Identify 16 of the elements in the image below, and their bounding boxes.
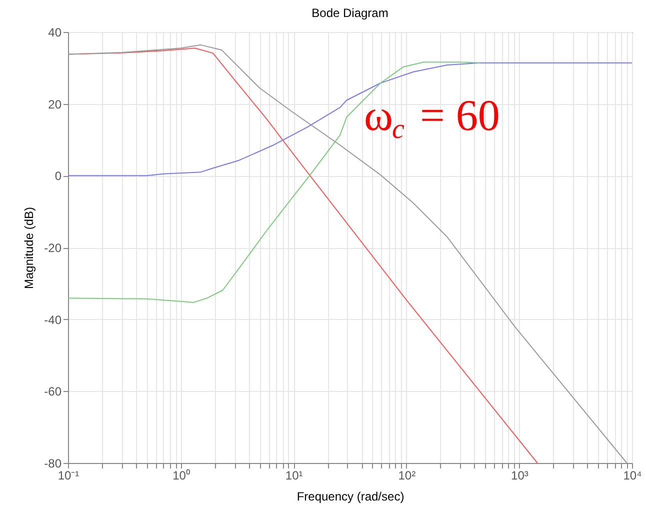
- y-tick-label: -80: [44, 456, 62, 470]
- x-tick-label: 10⁴: [623, 468, 642, 482]
- y-tick-label: -60: [44, 384, 62, 399]
- x-tick-label: 10⁻¹: [58, 468, 80, 482]
- x-tick-label: 10⁰: [172, 468, 190, 482]
- x-tick-label: 10³: [511, 468, 528, 482]
- y-axis-title: Magnitude (dB): [22, 206, 36, 290]
- chart-title: Bode Diagram: [312, 6, 388, 20]
- y-tick-label: 40: [48, 26, 62, 40]
- y-tick-label: 0: [54, 169, 62, 184]
- y-tick-label: 20: [48, 97, 62, 112]
- x-tick-label: 10²: [398, 468, 416, 482]
- y-tick-label: -20: [44, 241, 62, 255]
- x-tick-label: 10¹: [285, 468, 303, 482]
- y-tick-label: -40: [44, 312, 62, 327]
- x-axis-title: Frequency (rad/sec): [296, 490, 404, 504]
